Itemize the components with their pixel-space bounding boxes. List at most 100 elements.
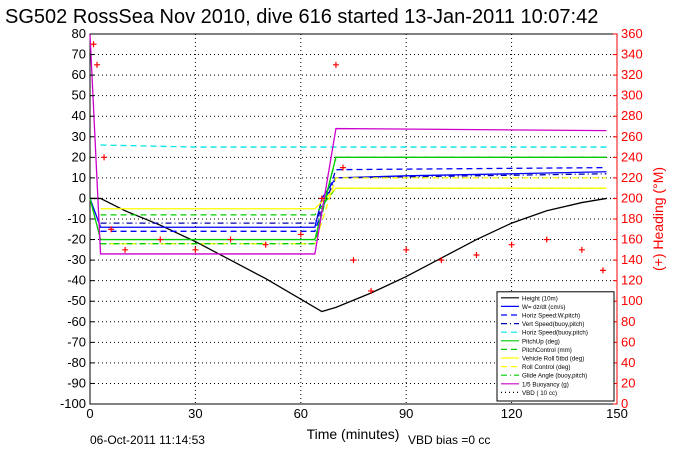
- legend-box: [496, 291, 615, 402]
- heading-marker: [122, 246, 129, 253]
- y2-tick-label: 220: [621, 170, 643, 185]
- x-axis-label: Time (minutes): [307, 426, 400, 442]
- x-tick-label: 30: [188, 406, 202, 421]
- footer-timestamp: 06-Oct-2011 11:14:53: [90, 433, 205, 447]
- heading-marker: [262, 241, 269, 248]
- series-w-dz-dt-cm-s-: [89, 171, 607, 228]
- heading-marker: [508, 241, 515, 248]
- y-tick-label: 10: [72, 170, 86, 185]
- heading-marker: [438, 257, 445, 264]
- y-tick-label: -90: [67, 375, 86, 390]
- y2-tick-label: 120: [621, 273, 643, 288]
- legend: Height (10m) W= dz/dt (cm/s) Horiz Speed:W…: [496, 291, 615, 402]
- y-tick-label: 40: [72, 108, 86, 123]
- y2-tick-label: 40: [621, 355, 635, 370]
- heading-marker: [473, 251, 480, 258]
- series-glide-angle-buoy-pitch-: [100, 156, 607, 245]
- y-tick-label: 50: [72, 88, 86, 103]
- legend-entry-label: PitchControl (mm): [522, 347, 572, 354]
- y2-tick-label: 200: [621, 190, 643, 205]
- y2-tick-label: 100: [621, 293, 643, 308]
- y-tick-label: -70: [67, 334, 86, 349]
- y2-tick-label: 360: [621, 26, 643, 41]
- series-line: [100, 166, 607, 232]
- y2-tick-label: 300: [621, 88, 643, 103]
- series-line: [89, 33, 607, 255]
- legend-entry-label: VBD ( 10 cc): [522, 390, 557, 397]
- y-tick-label: -20: [67, 232, 86, 247]
- axes-layer: 0 30 60 90 120 15080706050403020100-10-20-30-…: [60, 26, 643, 421]
- heading-marker: [94, 61, 101, 68]
- x-tick-label: 150: [606, 406, 628, 421]
- heading-marker: [403, 246, 410, 253]
- heading-marker: [101, 154, 108, 161]
- footer-vbd-bias: VBD bias =0 cc: [408, 433, 490, 447]
- x-tick-label: 60: [294, 406, 308, 421]
- heading-marker: [368, 287, 375, 294]
- y-tick-label: -40: [67, 273, 86, 288]
- series-pitchcontrol-mm-: [100, 187, 607, 216]
- chart-title: SG502 RossSea Nov 2010, dive 616 started…: [5, 6, 598, 28]
- series-line: [89, 171, 607, 228]
- legend-entry-label: Horiz Speed:W,pitch): [522, 313, 580, 320]
- series-vert-speed-buoy-pitch-: [100, 173, 607, 224]
- y-tick-label: 0: [79, 190, 86, 205]
- y2-axis-label: (+) Heading (°M): [650, 167, 666, 271]
- heading-marker: [227, 236, 234, 243]
- y-tick-label: -80: [67, 355, 86, 370]
- series-1-5-buoyancy-g-: [89, 33, 607, 255]
- y2-tick-label: 80: [621, 314, 635, 329]
- y2-tick-label: 160: [621, 232, 643, 247]
- y2-tick-label: 60: [621, 334, 635, 349]
- heading-marker: [543, 236, 550, 243]
- heading-marker: [108, 226, 115, 233]
- series-layer: [89, 33, 617, 313]
- y2-tick-label: 140: [621, 252, 643, 267]
- heading-marker: [599, 267, 606, 274]
- legend-entry-label: Height (10m): [522, 295, 558, 302]
- y-tick-label: 80: [72, 26, 86, 41]
- legend-entry-label: Glide Angle (buoy,pitch): [522, 373, 587, 380]
- series-line: [100, 144, 607, 148]
- heading-marker: [332, 61, 339, 68]
- heading-marker: [297, 231, 304, 238]
- y-tick-label: 30: [72, 129, 86, 144]
- series-heading: [90, 41, 606, 294]
- heading-marker: [318, 195, 325, 202]
- y2-tick-label: 280: [621, 108, 643, 123]
- heading-marker: [192, 246, 199, 253]
- heading-marker: [157, 236, 164, 243]
- y2-tick-label: 260: [621, 129, 643, 144]
- y-tick-label: -60: [67, 314, 86, 329]
- y-tick-label: -100: [60, 396, 86, 411]
- legend-entry-label: W= dz/dt (cm/s): [522, 304, 566, 311]
- legend-entry-label: Vehicle Roll 5tbd (deg): [522, 356, 584, 363]
- x-tick-label: 90: [399, 406, 413, 421]
- series-line: [100, 187, 607, 216]
- y2-tick-label: 20: [621, 375, 635, 390]
- y2-tick-label: 320: [621, 67, 643, 82]
- heading-marker: [350, 257, 357, 264]
- heading-marker: [578, 246, 585, 253]
- y-tick-label: 70: [72, 47, 86, 62]
- series-pitchup-deg-: [89, 156, 607, 241]
- heading-marker: [339, 164, 346, 171]
- legend-entry-label: 1/5 Buoyancy (g): [522, 381, 569, 388]
- series-line: [100, 173, 607, 224]
- legend-entry-label: Horiz Speed(buoy,pitch): [522, 330, 588, 337]
- series-horiz-speed-w-pitch-: [100, 166, 607, 232]
- series-horiz-speed-buoy-pitch-: [100, 144, 607, 148]
- heading-marker: [90, 41, 97, 48]
- x-tick-label: 120: [501, 406, 523, 421]
- series-line: [89, 156, 607, 241]
- legend-entry-label: PitchUp (deg): [522, 338, 560, 345]
- series-line: [100, 156, 607, 245]
- legend-entry-label: Vert Speed(buoy,pitch): [522, 321, 584, 328]
- y-tick-label: -50: [67, 293, 86, 308]
- y-tick-label: 20: [72, 149, 86, 164]
- y2-tick-label: 180: [621, 211, 643, 226]
- y-tick-label: 60: [72, 67, 86, 82]
- y2-tick-label: 0: [621, 396, 628, 411]
- legend-entry-label: Roll Control (deg): [522, 364, 571, 371]
